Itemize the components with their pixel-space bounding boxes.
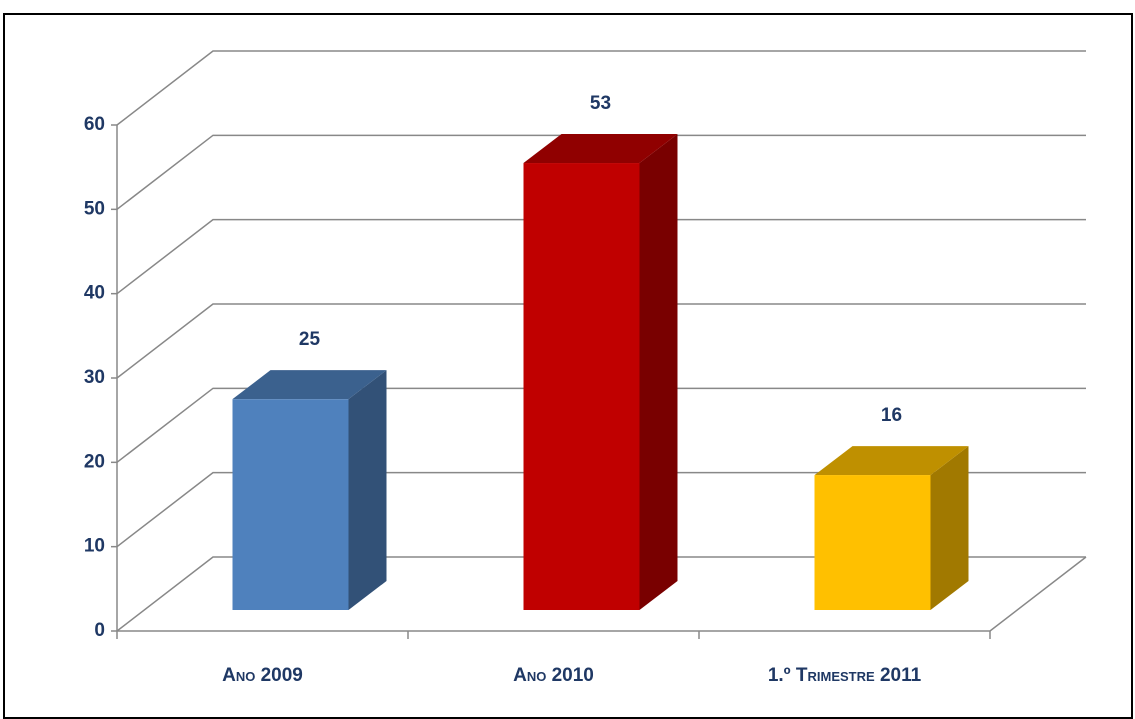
x-tick-label: Ano 2009: [222, 665, 303, 686]
y-tick-label: 10: [84, 536, 105, 557]
x-tick-label: Ano 2010: [513, 665, 594, 686]
grid-line: [116, 50, 1086, 126]
bar-top: [814, 446, 969, 476]
grid-line: [116, 134, 1086, 210]
grid-line: [116, 556, 1086, 632]
grid-line: [116, 387, 1086, 463]
bar-top: [232, 370, 387, 400]
y-tick-label: 30: [84, 367, 105, 388]
y-tick-label: 40: [84, 283, 105, 304]
value-label: 53: [590, 93, 611, 114]
bar-side: [639, 134, 678, 611]
y-tick-label: 60: [84, 114, 105, 135]
bar: [523, 163, 640, 611]
y-tick-label: 20: [84, 451, 105, 472]
bar-side: [348, 370, 387, 610]
grid-line: [116, 303, 1086, 379]
grid-line: [116, 218, 1086, 295]
bar: [232, 399, 349, 610]
value-label: 25: [299, 329, 321, 350]
y-tick-label: 0: [94, 620, 105, 641]
y-tick-label: 50: [84, 198, 105, 219]
bar-side: [930, 446, 969, 610]
value-label: 16: [881, 405, 902, 426]
x-tick-label: 1.º Trimestre 2011: [768, 665, 922, 686]
bar: [814, 475, 931, 610]
bar-top: [523, 134, 678, 164]
grid-line: [116, 471, 1086, 548]
